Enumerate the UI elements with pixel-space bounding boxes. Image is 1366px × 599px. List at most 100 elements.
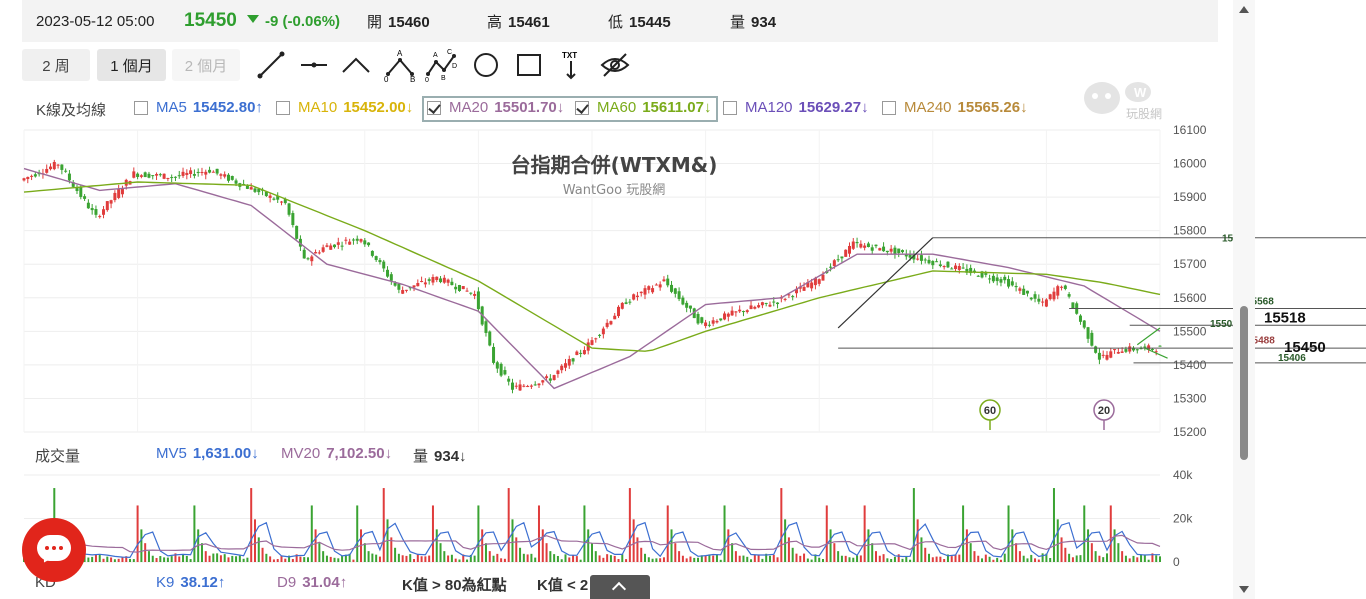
- volume-bar: [958, 554, 961, 562]
- ma120-checkbox[interactable]: [723, 100, 737, 115]
- volume-bar: [269, 556, 272, 562]
- volume-bar: [261, 547, 264, 562]
- candle-body: [813, 277, 817, 286]
- candle-body: [192, 174, 196, 176]
- volume-bar: [935, 556, 938, 562]
- volume-bar: [117, 558, 120, 562]
- ma60-arrow: ↓: [703, 99, 712, 116]
- candle-body: [109, 200, 113, 204]
- candle-body: [454, 286, 458, 290]
- hide-drawings-icon[interactable]: [598, 48, 632, 82]
- candle-body: [374, 256, 378, 261]
- candle-body: [351, 239, 355, 241]
- line-tool-icon[interactable]: [254, 48, 288, 82]
- quote-bar: 2023-05-12 05:00 15450 -9 (-0.06%) 開 1546…: [22, 0, 1218, 42]
- mv5-line: [23, 521, 1160, 559]
- ma240-toggle[interactable]: MA240 15565.26 ↓: [882, 99, 1028, 116]
- volume-bar: [996, 557, 999, 562]
- scroll-down-arrow-icon[interactable]: [1239, 586, 1249, 593]
- candle-body: [71, 182, 75, 187]
- volume-bar: [231, 555, 234, 562]
- volume-bar: [435, 529, 438, 562]
- volume-bar: [882, 554, 885, 562]
- quote-low-value: 15445: [629, 13, 671, 31]
- period-1-month-button[interactable]: 1 個月: [97, 49, 166, 81]
- volume-bar: [367, 551, 370, 562]
- candle-body: [904, 253, 908, 257]
- volume-bar: [322, 551, 325, 562]
- candle-body: [999, 279, 1003, 283]
- ma60-toggle[interactable]: MA60 15611.07 ↓: [575, 99, 711, 116]
- rectangle-tool-icon[interactable]: [512, 48, 546, 82]
- candle-body: [969, 267, 973, 274]
- candle-body: [404, 289, 408, 291]
- abcd-pattern-tool-icon[interactable]: A C 0 B D: [425, 48, 459, 82]
- candle-body: [760, 302, 764, 306]
- candle-body: [757, 305, 761, 308]
- volume-bar: [893, 556, 896, 562]
- candle-body: [571, 358, 575, 362]
- candle-body: [132, 171, 136, 178]
- candle-body: [1105, 354, 1109, 360]
- candle-body: [1143, 346, 1147, 348]
- volume-bar: [170, 556, 173, 562]
- text-tool-icon[interactable]: TXT: [554, 48, 588, 82]
- candle-body: [628, 301, 632, 303]
- volume-bar: [617, 559, 620, 562]
- candle-body: [685, 302, 689, 308]
- volume-bar: [132, 559, 135, 562]
- ma120-arrow: ↓: [861, 99, 869, 116]
- horizontal-line-tool-icon[interactable]: [297, 48, 331, 82]
- ma-highlight-box: [422, 96, 718, 122]
- vertical-scrollbar[interactable]: [1233, 0, 1255, 599]
- volume-now-value: 934: [434, 448, 460, 465]
- candle-body: [605, 322, 609, 327]
- volume-bar: [734, 551, 737, 562]
- volume-bar: [678, 551, 681, 562]
- ma240-checkbox[interactable]: [882, 100, 896, 115]
- period-2-weeks-button[interactable]: 2 周: [22, 49, 90, 81]
- volume-bar: [1052, 488, 1055, 562]
- circle-tool-icon[interactable]: [469, 48, 503, 82]
- volume-bar: [856, 555, 859, 562]
- candle-body: [117, 189, 121, 198]
- candle-body: [393, 282, 397, 286]
- candle-body: [382, 261, 386, 269]
- volume-bar: [765, 553, 768, 562]
- chat-button[interactable]: [22, 518, 86, 582]
- volume-bar: [901, 558, 904, 562]
- candle-body: [734, 311, 738, 313]
- volume-bar: [106, 556, 109, 562]
- ma10-checkbox[interactable]: [276, 100, 290, 115]
- ma10-toggle[interactable]: MA10 15452.00 ↓: [276, 99, 413, 116]
- scroll-up-arrow-icon[interactable]: [1239, 6, 1249, 13]
- scroll-thumb[interactable]: [1240, 306, 1248, 460]
- volume-bar: [837, 551, 840, 562]
- volume-bar: [772, 554, 775, 562]
- ma5-checkbox[interactable]: [134, 100, 148, 115]
- ma120-toggle[interactable]: MA120 15629.27 ↓: [723, 99, 869, 116]
- volume-bar: [977, 555, 980, 562]
- volume-bar: [965, 529, 968, 562]
- ma60-checkbox[interactable]: [575, 100, 589, 115]
- polyline-tool-icon[interactable]: [339, 48, 373, 82]
- abc-pattern-tool-icon[interactable]: A 0 B: [383, 48, 417, 82]
- ma20-checkbox[interactable]: [427, 100, 441, 115]
- volume-bar: [344, 554, 347, 562]
- candle-body: [325, 245, 329, 247]
- candle-body: [52, 161, 56, 170]
- candle-body: [719, 318, 723, 321]
- volume-bar: [318, 543, 321, 562]
- volume-bar: [1064, 547, 1067, 562]
- candle-body: [688, 305, 692, 309]
- d9-label: D9: [277, 574, 297, 591]
- ma20-toggle[interactable]: MA20 15501.70 ↓: [427, 99, 564, 116]
- period-2-months-button[interactable]: 2 個月: [172, 49, 240, 81]
- volume-bar: [700, 555, 703, 562]
- volume-bar: [757, 554, 760, 562]
- collapse-panel-button[interactable]: [590, 575, 650, 599]
- candle-body: [420, 281, 424, 283]
- candle-body: [1086, 327, 1090, 339]
- ma5-toggle[interactable]: MA5 15452.80 ↑: [134, 99, 263, 116]
- volume-bar: [477, 505, 480, 562]
